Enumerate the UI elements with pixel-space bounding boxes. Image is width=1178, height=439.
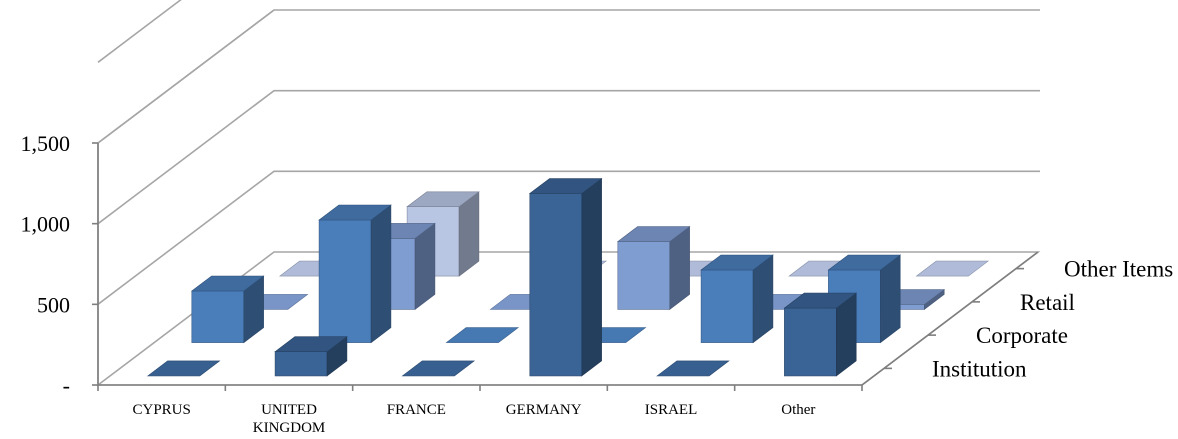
gridline: [97, 9, 1040, 144]
gridline: [97, 89, 1040, 225]
bar: [401, 360, 476, 377]
bar-top: [190, 275, 265, 292]
bar-top: [406, 191, 480, 207]
bar-side: [581, 177, 602, 377]
bar-front: [617, 241, 671, 310]
bar: [318, 204, 392, 344]
bar-flat: [401, 360, 476, 377]
bar: [616, 225, 691, 311]
depth-axis: Institution Corporate Retail Other Items: [884, 257, 1173, 381]
y-tick-label: 500: [37, 292, 70, 317]
bar: [274, 336, 348, 377]
y-axis: - 500 1,000 1,500: [21, 131, 98, 398]
bar-top: [274, 336, 348, 353]
series-label: Other Items: [1064, 257, 1173, 282]
bar: [783, 292, 858, 377]
x-tick-label: CYPRUS: [132, 402, 190, 418]
x-tick-label: GERMANY: [506, 402, 582, 418]
series-label: Retail: [1020, 290, 1075, 315]
bar-side: [370, 204, 392, 344]
bar-front: [191, 290, 245, 343]
bar: [146, 360, 221, 377]
bar-front: [318, 219, 372, 343]
bar-side: [752, 254, 774, 344]
bar-flat: [146, 360, 221, 377]
x-axis: CYPRUS UNITED KINGDOM FRANCE GERMANY ISRAEL Ot…: [97, 385, 863, 436]
bar-front: [529, 193, 583, 377]
x-tick-label: ISRAEL: [645, 402, 698, 418]
depth-axis-line: [861, 251, 1039, 386]
bar-flat: [656, 360, 730, 377]
x-tick-label: Other: [781, 402, 815, 418]
bar-side: [880, 254, 901, 344]
bar-flat: [445, 327, 520, 343]
bar-top: [318, 204, 392, 221]
bar-front: [784, 307, 837, 377]
x-tick-label: UNITED KINGDOM: [253, 402, 326, 436]
series-label: Institution: [932, 356, 1027, 381]
bars: [146, 177, 990, 377]
y-tick-label: 1,500: [21, 131, 71, 156]
bar: [700, 254, 774, 344]
y-tick-label: 1,000: [21, 212, 71, 237]
bar-top: [827, 254, 902, 271]
series-label: Corporate: [976, 323, 1068, 348]
bar-top: [783, 292, 858, 309]
bar: [190, 275, 265, 344]
bar-front: [700, 269, 754, 343]
gridline: [97, 0, 182, 63]
bar: [915, 260, 990, 277]
bar-top: [700, 254, 774, 271]
bar-flat: [915, 260, 990, 277]
bar: [528, 177, 603, 377]
bar: [445, 327, 520, 343]
bar-front: [274, 351, 328, 377]
x-tick-label: FRANCE: [387, 402, 446, 418]
bar-top: [528, 178, 603, 194]
gridline: [97, 170, 1040, 305]
bar-top: [616, 226, 691, 242]
y-tick-label: -: [63, 373, 70, 398]
bar: [656, 360, 730, 377]
